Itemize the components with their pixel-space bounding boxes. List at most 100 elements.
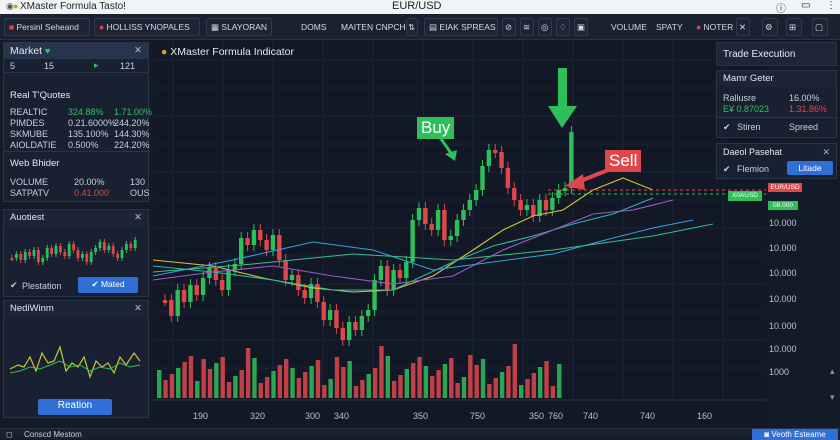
volume-bar: [163, 380, 168, 398]
volume-bar: [195, 381, 200, 398]
minimize-icon[interactable]: ▭: [801, 0, 811, 11]
y-axis-label: 10.000: [769, 344, 797, 354]
indicator-header: ● XMaster Formula Indicator: [161, 46, 294, 58]
mini-candle-chart: [10, 237, 137, 265]
candle-body: [556, 190, 561, 198]
candle-body: [378, 266, 384, 280]
toolbar-item-holliss[interactable]: ● HOLLISS YNOPALES: [94, 18, 200, 36]
y-axis-label: 1000: [769, 367, 790, 377]
candle-body: [200, 278, 206, 295]
mini-candle-body: [32, 250, 36, 256]
oscillator-chart: [9, 345, 141, 379]
quote-value: 324.88%: [68, 107, 104, 117]
grid-view-icon[interactable]: ⊞: [786, 18, 802, 36]
toolbar-item-personal[interactable]: ■ Persinl Seheand: [4, 18, 90, 36]
volume-bar: [347, 361, 352, 398]
quote-value: 224.20%: [114, 140, 150, 150]
volume-bar: [398, 375, 403, 398]
trade-row3-value: Spreed: [789, 122, 819, 132]
trade-row3-label: Stiren: [737, 122, 761, 132]
moving-average-line: [153, 197, 654, 291]
volume-bar: [461, 377, 467, 398]
mini-candle-body: [15, 254, 18, 258]
volume-bar: [258, 383, 263, 398]
window-icon[interactable]: ▢: [812, 18, 828, 36]
volume-bar: [322, 385, 327, 398]
timeframe-121[interactable]: 121: [120, 61, 136, 71]
mini-candle-body: [111, 246, 115, 254]
candle-body: [461, 210, 466, 220]
toolbar-item-noter[interactable]: ● NOTER: [696, 22, 734, 32]
toolbar-item-slayoran[interactable]: ▦ SLAYORAN: [206, 18, 272, 36]
volume-bar: [391, 381, 397, 398]
volume-bar: [328, 379, 333, 398]
volume-bar: [201, 359, 206, 398]
candle-body: [524, 205, 530, 210]
order-label: Flemion: [737, 164, 770, 174]
settings-icon[interactable]: ⚙: [762, 18, 778, 36]
toolbar-item-volume[interactable]: VOLUME: [611, 22, 647, 32]
candle-body: [258, 230, 263, 240]
volume-bar: [480, 359, 486, 398]
close-icon[interactable]: ✕: [134, 212, 142, 223]
web-value: OUS: [130, 188, 150, 198]
layers-icon[interactable]: ▣: [574, 18, 588, 36]
mini-candle-body: [19, 254, 23, 260]
toolbar-item-maiten[interactable]: MAITEN CNPCH: [341, 22, 406, 32]
scroll-arrow-icon[interactable]: ▴: [830, 366, 835, 376]
toolbar-item-doms[interactable]: DOMS: [301, 22, 327, 32]
volume-bar: [176, 368, 181, 398]
candle-body: [537, 200, 542, 216]
candle-body: [486, 150, 492, 166]
check-icon[interactable]: ✔: [723, 164, 731, 174]
litade-button[interactable]: Litade: [787, 161, 833, 175]
volume-bar: [385, 356, 390, 398]
volume-bar: [220, 357, 225, 398]
status-right-button[interactable]: ◙ Veoth Esteame: [752, 429, 838, 440]
volume-bar: [557, 364, 562, 398]
chart-canvas: [153, 40, 766, 401]
close-icon[interactable]: ✕: [134, 303, 142, 314]
close-icon[interactable]: ✕: [822, 147, 830, 157]
formula-icon: ●: [13, 1, 19, 11]
toolbar-item-spreas[interactable]: ▤ EIAK SPREAS: [424, 18, 498, 36]
check-icon[interactable]: ✔: [723, 122, 731, 132]
toolbar-item-spaty[interactable]: SPATY: [656, 22, 683, 32]
menu-icon[interactable]: ⋮: [826, 0, 836, 11]
reation-button[interactable]: Reation: [38, 399, 112, 415]
volume-bar: [233, 376, 238, 398]
candle-body: [391, 270, 396, 290]
candle-body: [473, 190, 479, 200]
volume-bar: [417, 357, 422, 398]
timeframe-5[interactable]: 5: [10, 61, 16, 71]
volume-bar: [455, 383, 460, 398]
bell-icon[interactable]: ♢: [556, 18, 570, 36]
quote-value: 0.500%: [68, 140, 99, 150]
sell-pointer-shaft-icon: [558, 68, 567, 108]
info-icon[interactable]: ⓘ: [776, 4, 786, 15]
scroll-arrow-icon[interactable]: ▾: [830, 392, 835, 402]
trade-panel: Mamr Geter Rallusre 16.00% E¥ 0.87023 1.…: [716, 70, 838, 138]
timeframe-15[interactable]: 15: [44, 61, 55, 71]
close-icon[interactable]: ✕: [134, 45, 142, 56]
price-tag-level: 08.000: [768, 201, 798, 210]
candle-body: [353, 322, 358, 330]
candle-body: [226, 270, 231, 290]
candle-body: [454, 220, 460, 236]
quote-value: 0.21.6000%: [68, 118, 117, 128]
chat-icon: ◙: [764, 430, 770, 439]
mini-candle-body: [81, 254, 84, 258]
compass-icon[interactable]: ⊘: [502, 18, 516, 36]
check-icon[interactable]: ✔: [10, 280, 18, 290]
mated-button[interactable]: ✔ Mated: [78, 277, 138, 293]
candle-body: [359, 316, 365, 330]
target-icon[interactable]: ◎: [538, 18, 552, 36]
price-tag-green: X0AUSD: [728, 191, 762, 201]
candle-body: [480, 166, 485, 190]
wifi-icon[interactable]: ≋: [520, 18, 534, 36]
candle-body: [213, 268, 218, 280]
close-tab-icon[interactable]: ✕: [736, 18, 750, 36]
mini-candle-body: [45, 248, 49, 258]
buy-arrow-head-icon: [445, 150, 457, 161]
sort-icon[interactable]: ⇅: [406, 18, 418, 36]
